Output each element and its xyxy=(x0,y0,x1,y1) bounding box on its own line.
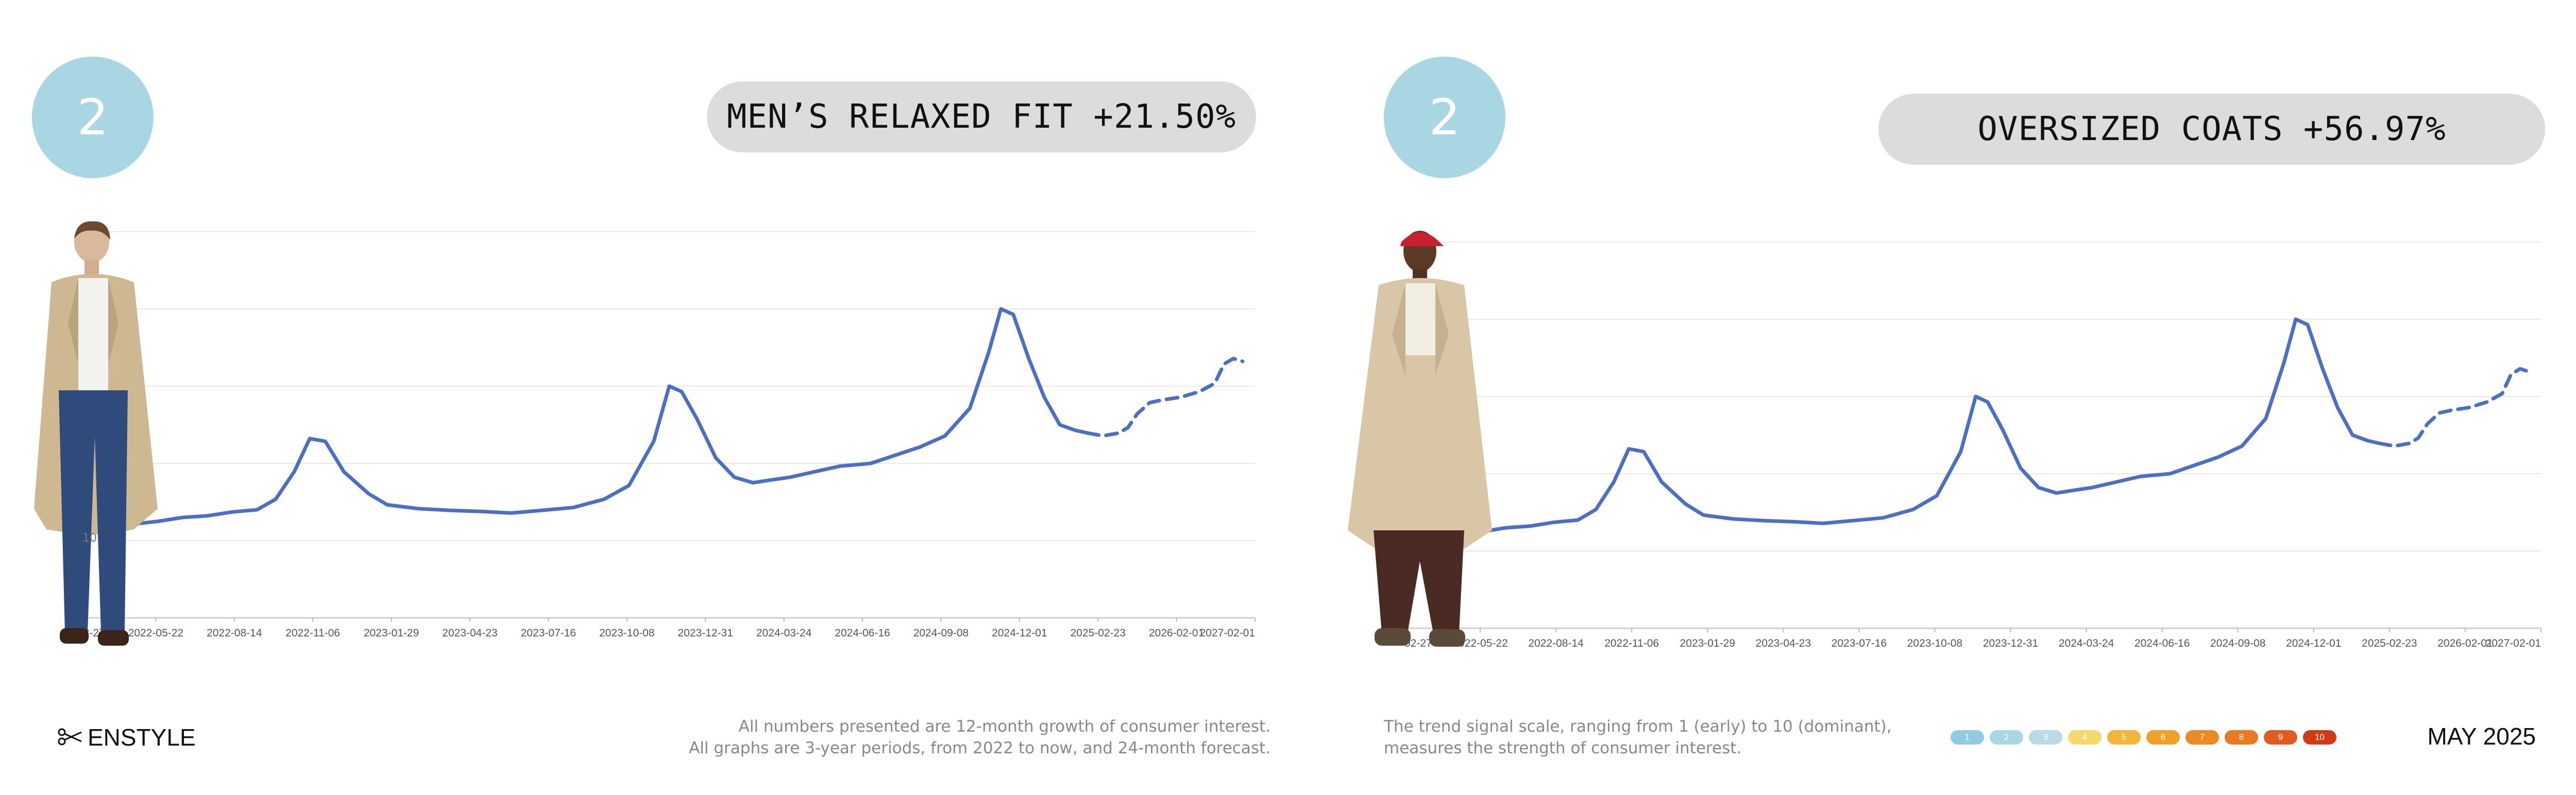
sweater xyxy=(1405,283,1435,355)
trend-title-pill: OVERSIZED COATS +56.97% xyxy=(1878,94,2545,165)
x-tick-label: 2023-12-31 xyxy=(1983,637,2038,649)
x-tick-label: 2022-11-06 xyxy=(285,627,340,639)
shoe-right xyxy=(98,630,129,646)
chart-svg: 2022-02-27 2022-05-22 2022-08-14 2022-11-06… xyxy=(1404,241,2541,649)
x-tick-label: 2023-01-29 xyxy=(364,627,419,639)
shoe-left xyxy=(1375,628,1411,646)
scale-level-10: 10 xyxy=(2303,730,2336,745)
trend-chart: 2022-02-27 2022-05-22 2022-08-14 2022-11-06… xyxy=(1404,237,2546,659)
x-tick-label: 2023-04-23 xyxy=(1756,637,1811,649)
history-line xyxy=(77,307,1090,529)
x-tick-label: 2022-05-22 xyxy=(128,627,183,639)
x-tick-label: 2024-09-08 xyxy=(913,627,969,639)
rank-number: 2 xyxy=(77,89,109,146)
x-tick-label: 2025-02-23 xyxy=(2362,637,2417,649)
scale-description-line-1: The trend signal scale, ranging from 1 (… xyxy=(1384,717,1892,736)
x-tick-label: 2023-01-29 xyxy=(1680,637,1735,649)
x-tick-label: 2024-03-24 xyxy=(2059,637,2114,649)
coat-lapel xyxy=(68,278,118,365)
scale-level-6: 6 xyxy=(2146,730,2180,745)
scale-level-4: 4 xyxy=(2068,730,2102,745)
red-cap xyxy=(1400,232,1444,246)
trend-title-pill: MEN’S RELAXED FIT +21.50% xyxy=(707,81,1256,152)
x-tick-label: 2024-12-01 xyxy=(992,627,1047,639)
trend-chart: 2022-02-272022-05-222022-08-142022-11-06… xyxy=(77,227,1260,649)
x-tick-label: 2023-07-16 xyxy=(1832,637,1887,649)
scale-level-5: 5 xyxy=(2107,730,2141,745)
forecast-line xyxy=(2378,367,2531,448)
x-tick-label: 2027-02-01 xyxy=(1200,627,1255,639)
model-hair xyxy=(74,221,110,240)
trousers xyxy=(1374,530,1464,633)
x-tick-label: 2026-02-01 xyxy=(1149,627,1204,639)
x-tick-label: 2022-08-14 xyxy=(1528,637,1584,649)
brand-logo: ENSTYLE xyxy=(58,723,196,751)
signal-scale: 1 2 3 4 5 6 7 8 9 10 xyxy=(1951,730,2336,745)
x-tick-label: 2024-06-16 xyxy=(835,627,890,639)
scale-level-8: 8 xyxy=(2225,730,2258,745)
x-tick-label: 2024-09-08 xyxy=(2210,637,2265,649)
shoe-left xyxy=(60,628,89,644)
footer-note-line-1: All numbers presented are 12-month growt… xyxy=(738,717,1270,736)
trend-panel-left: 2 MEN’S RELAXED FIT +21.50% 2022-02-2720… xyxy=(31,57,1270,759)
scale-level-7: 7 xyxy=(2185,730,2219,745)
x-tick-label: 2022-02-27 xyxy=(1404,637,1432,649)
issue-date: MAY 2025 xyxy=(2427,723,2536,750)
x-tick-label: 2023-10-08 xyxy=(599,627,654,639)
trend-panel-right: 2 OVERSIZED COATS +56.97% 2022-02-272022… xyxy=(1291,0,2576,795)
scale-level-2: 2 xyxy=(1990,730,2023,745)
x-tick-label: 2024-03-24 xyxy=(756,627,812,639)
scale-description-line-2: measures the strength of consumer intere… xyxy=(1384,739,1742,757)
scale-level-3: 3 xyxy=(2029,730,2062,745)
x-tick-label: 2023-10-08 xyxy=(1907,637,1962,649)
scale-level-1: 1 xyxy=(1951,730,1984,745)
oversized-coat xyxy=(1348,278,1492,556)
x-tick-label: 2025-02-23 xyxy=(1070,627,1125,639)
footer-note-line-2: All graphs are 3-year periods, from 2022… xyxy=(689,739,1270,757)
jeans xyxy=(59,390,128,632)
footer-note: All numbers presented are 12-month growt… xyxy=(689,716,1270,759)
x-tick-label: 2023-04-23 xyxy=(442,627,497,639)
model-photo xyxy=(1343,221,1502,649)
model-photo: 10 xyxy=(31,220,170,648)
shoe-right xyxy=(1429,629,1465,647)
coat-lapel xyxy=(1392,283,1449,376)
x-tick-label: 2027-02-01 xyxy=(2486,637,2541,649)
history-line xyxy=(1404,317,2381,539)
chart-y-tick-overlay: 10 xyxy=(82,532,97,545)
x-tick-label: 2023-12-31 xyxy=(677,627,733,639)
scale-description: The trend signal scale, ranging from 1 (… xyxy=(1384,716,1892,759)
x-tick-label: 2024-06-16 xyxy=(2134,637,2190,649)
x-tick-label: 2026-02-01 xyxy=(2437,637,2493,649)
x-tick-label: 2022-08-14 xyxy=(207,627,262,639)
x-tick-label: 2023-07-16 xyxy=(521,627,576,639)
rank-badge: 2 xyxy=(1384,57,1505,178)
model-neck xyxy=(84,260,99,275)
brand-name: ENSTYLE xyxy=(88,724,196,751)
trend-title-text: OVERSIZED COATS +56.97% xyxy=(1977,110,2446,148)
scissors-icon xyxy=(58,723,82,751)
x-tick-label: 2022-05-22 xyxy=(1452,637,1507,649)
rank-number: 2 xyxy=(1429,89,1461,146)
x-tick-label: 2024-12-01 xyxy=(2286,637,2341,649)
trend-title-text: MEN’S RELAXED FIT +21.50% xyxy=(726,98,1236,136)
chart-svg: 2022-02-272022-05-222022-08-142022-11-06… xyxy=(77,231,1256,639)
scale-level-9: 9 xyxy=(2264,730,2297,745)
x-tick-label: 2022-11-06 xyxy=(1604,637,1659,649)
forecast-line xyxy=(1086,356,1245,438)
rank-badge: 2 xyxy=(32,57,154,178)
shirt xyxy=(78,278,108,390)
